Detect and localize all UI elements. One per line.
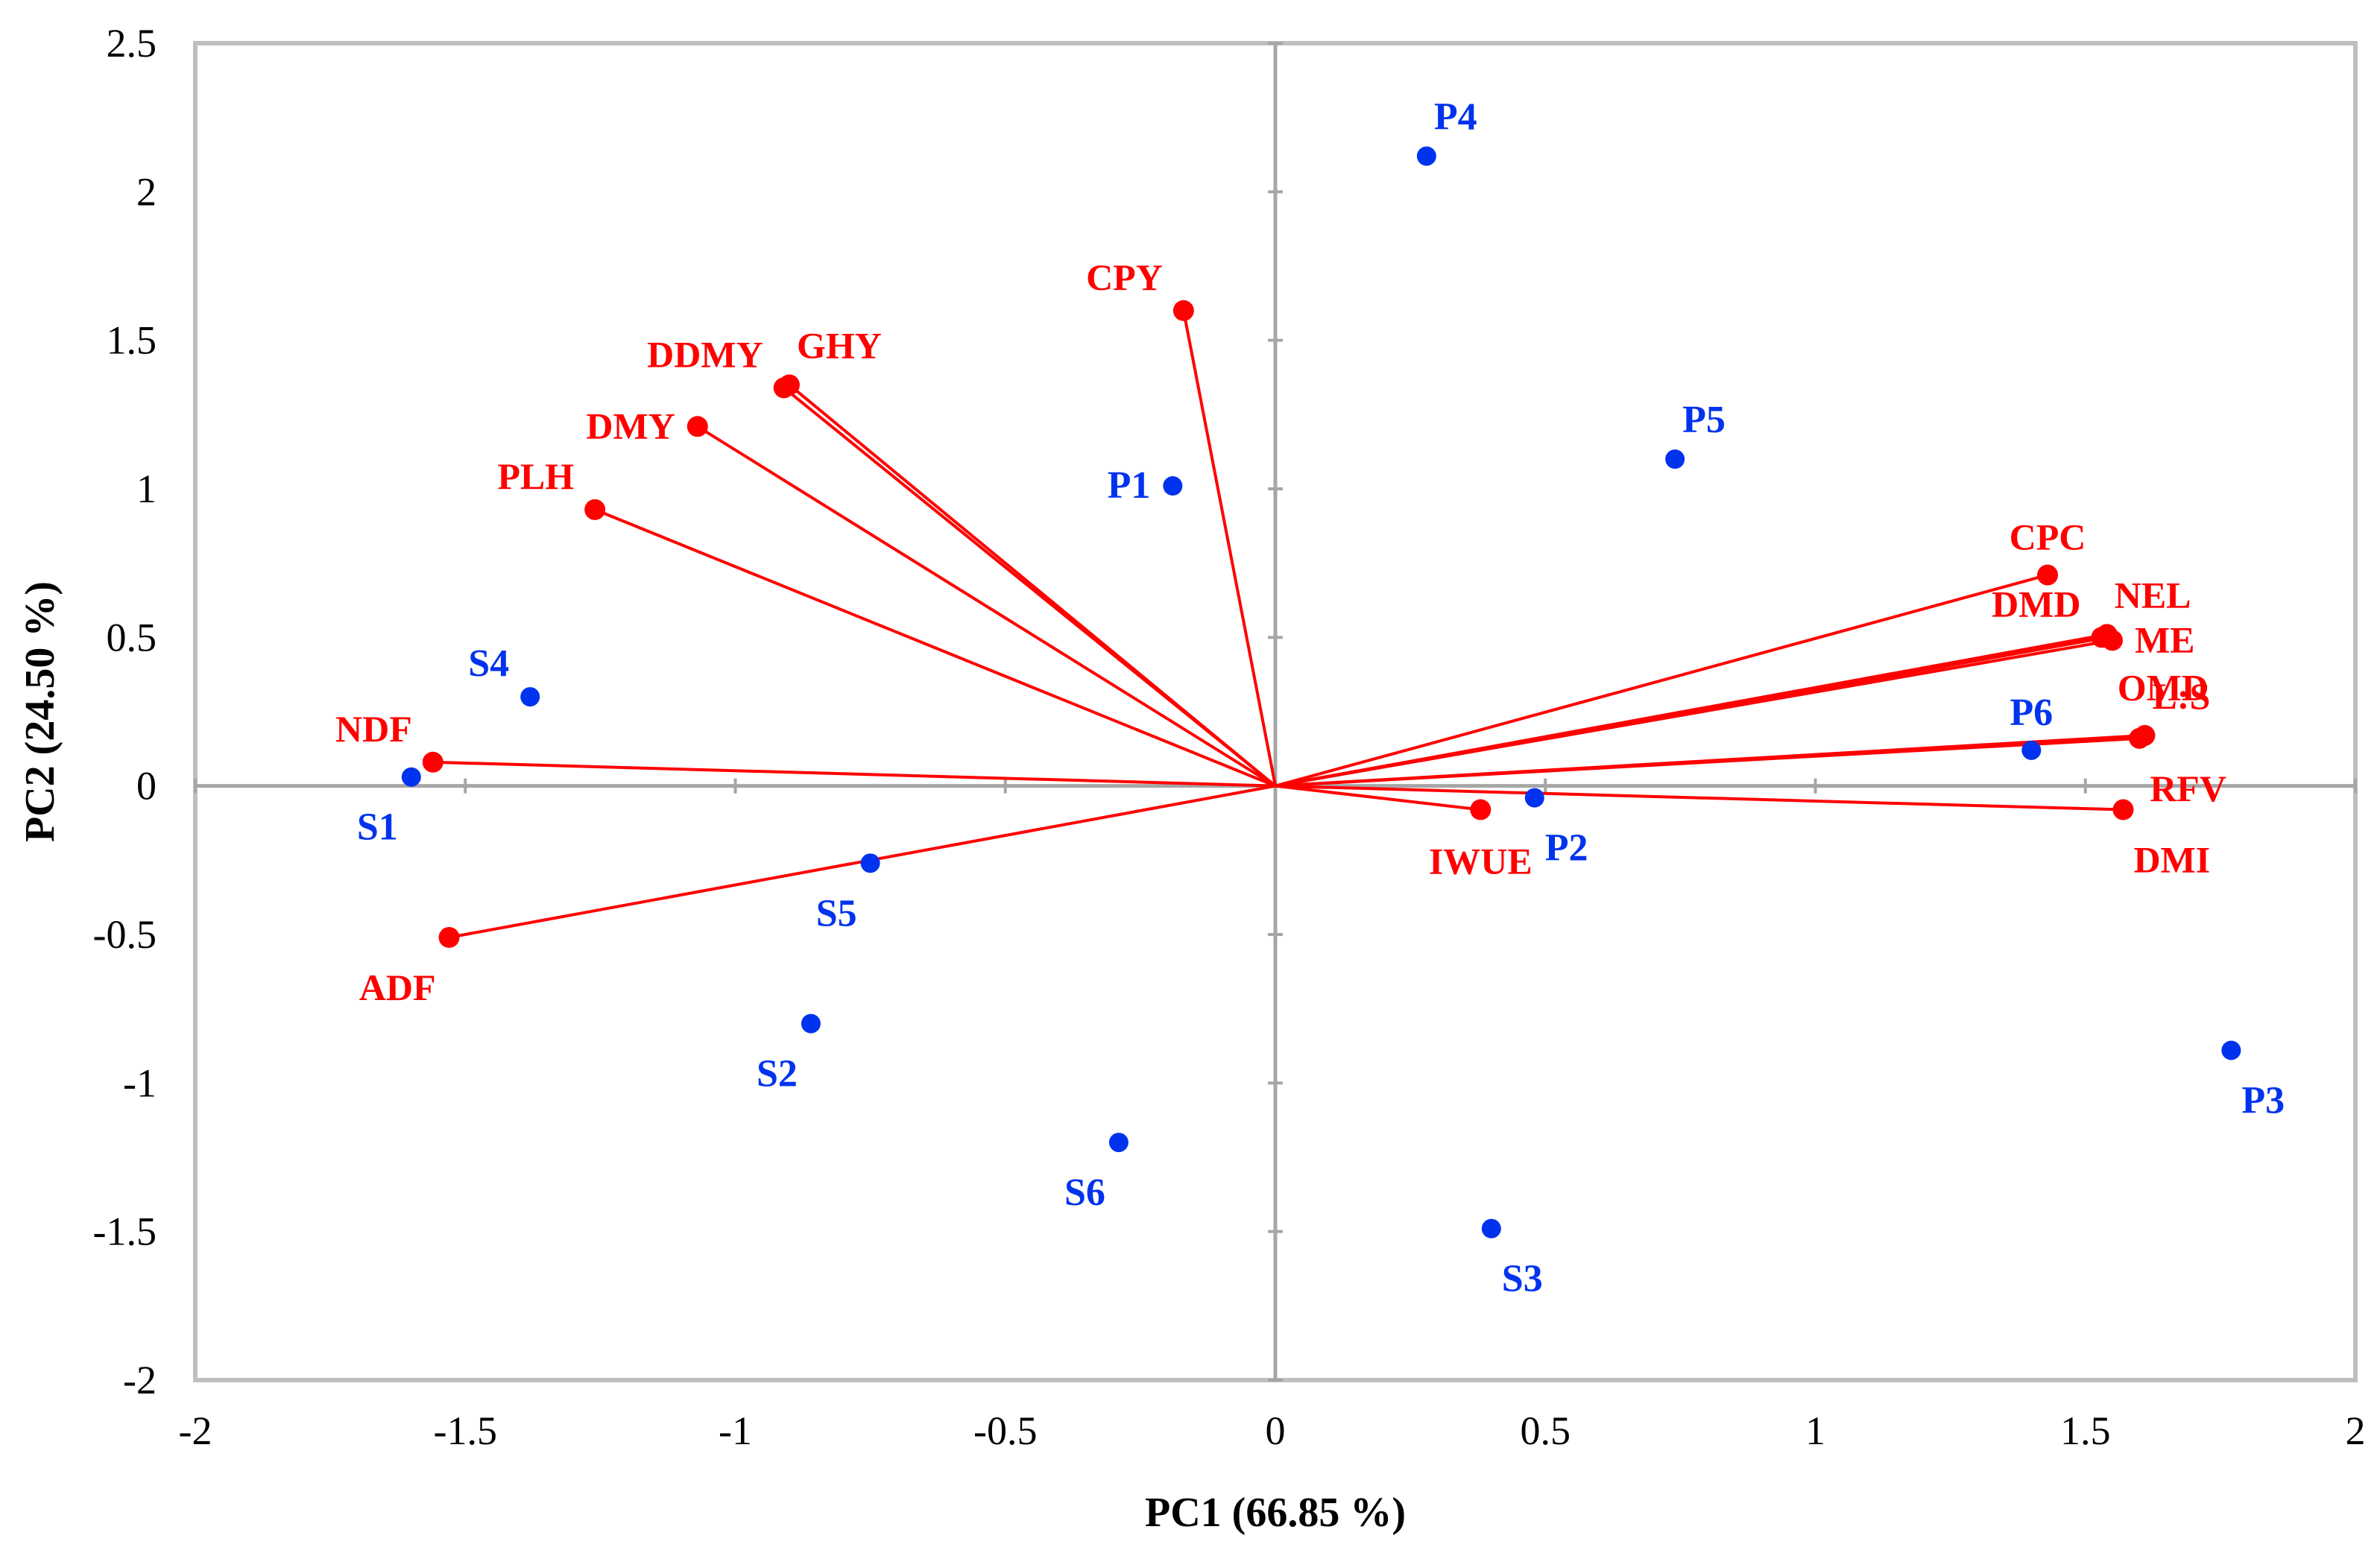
observation-label-p5: P5 (1682, 399, 1726, 441)
variable-point-cpy (1172, 300, 1194, 321)
observation-label-p4: P4 (1434, 95, 1477, 138)
observation-label-s6: S6 (1064, 1171, 1105, 1214)
observation-label-p3: P3 (2241, 1079, 2285, 1122)
y-tick-label: 2.5 (107, 21, 157, 66)
vector-rfv (1275, 736, 2140, 788)
variable-label-nel: NEL (2115, 574, 2191, 616)
x-tick-label: -1 (719, 1408, 752, 1453)
variable-label-plh: PLH (497, 455, 574, 497)
variable-point-adf (438, 926, 460, 948)
vector-cpc (1275, 573, 2048, 788)
y-tick-label: 0.5 (107, 615, 157, 659)
x-axis-title: PC1 (66.85 %) (1145, 1490, 1406, 1536)
observation-point-s4 (520, 687, 540, 707)
y-tick-label: -1.5 (93, 1209, 157, 1254)
vector-iwue (1275, 784, 1481, 812)
variable-label-cpy: CPY (1086, 256, 1163, 298)
x-tick-label: 1.5 (2060, 1408, 2111, 1453)
observation-point-p4 (1416, 146, 1436, 166)
variable-point-dmy (686, 416, 708, 437)
observation-point-p1 (1163, 476, 1183, 496)
axis-ticks (194, 42, 2357, 1382)
observation-label-s1: S1 (357, 806, 398, 849)
variable-label-ndf: NDF (335, 708, 412, 750)
observation-label-s5: S5 (816, 892, 857, 934)
variable-point-omd (2096, 627, 2118, 648)
x-tick-label: 2 (2346, 1408, 2366, 1453)
observation-point-s2 (801, 1013, 821, 1034)
observation-label-s4: S4 (468, 642, 509, 685)
observation-label-p2: P2 (1545, 827, 1588, 870)
variable-label-iwue: IWUE (1429, 841, 1533, 882)
variable-point-ndf (422, 751, 444, 773)
x-tick-label: 1 (1805, 1408, 1825, 1453)
y-tick-label: 2 (136, 169, 157, 214)
x-tick-label: -0.5 (973, 1408, 1037, 1453)
observation-label-s3: S3 (1502, 1258, 1543, 1300)
observation-label-s2: S2 (757, 1053, 798, 1095)
variable-point-iwue (1470, 799, 1492, 820)
variable-label-l-s: L:S (2152, 675, 2210, 717)
variable-point-dmi (2112, 799, 2134, 820)
observation-point-s5 (860, 853, 880, 873)
vector-cpy (1181, 310, 1277, 787)
variable-label-ddmy: DDMY (647, 333, 763, 375)
vector-dmi (1275, 784, 2124, 812)
variable-label-dmi: DMI (2133, 839, 2210, 881)
observation-label-p6: P6 (2010, 692, 2053, 734)
variable-vectors (432, 310, 2145, 939)
variable-point-rfv (2129, 727, 2150, 749)
observation-point-p3 (2221, 1040, 2241, 1060)
vector-omd (1275, 636, 2108, 788)
variable-point-cpc (2037, 564, 2059, 586)
variable-label-ghy: GHY (797, 324, 882, 366)
y-tick-label: -1 (123, 1060, 157, 1105)
vector-dmy (696, 425, 1277, 788)
variable-label-me: ME (2135, 619, 2195, 660)
y-tick-label: -2 (123, 1358, 157, 1402)
x-tick-label: -1.5 (434, 1408, 497, 1453)
observation-label-p1: P1 (1108, 464, 1151, 507)
variable-label-cpc: CPC (2010, 516, 2086, 558)
y-tick-label: 1.5 (107, 318, 157, 363)
y-tick-label: 0 (136, 764, 157, 809)
variable-point-plh (584, 499, 606, 520)
y-axis-title: PC2 (24.50 %) (17, 581, 63, 842)
vector-ddmy (783, 386, 1277, 788)
vector-plh (594, 508, 1276, 788)
vector-ndf (432, 760, 1276, 788)
observation-point-s3 (1481, 1218, 1501, 1239)
variable-point-ddmy (773, 377, 795, 399)
observation-point-p5 (1665, 449, 1685, 469)
x-tick-label: 0 (1266, 1408, 1286, 1453)
y-tick-label: -0.5 (93, 912, 157, 957)
observation-point-s1 (401, 767, 421, 787)
variable-label-omd: OMD (2118, 666, 2209, 708)
variable-label-dmd: DMD (1992, 583, 2080, 624)
x-tick-label: -2 (179, 1408, 212, 1453)
observation-point-s6 (1108, 1133, 1129, 1153)
variable-label-dmy: DMY (586, 405, 675, 446)
x-tick-label: 0.5 (1521, 1408, 1571, 1453)
observation-point-p6 (2021, 740, 2042, 760)
variable-label-rfv: RFV (2150, 768, 2226, 809)
tick-labels: -2 -1.5 -1 -0.5 0 0.5 1 1.5 2 -2 -1.5 -1 -0.5 0 0.5 1 1.… (93, 21, 2366, 1453)
y-tick-label: 1 (136, 466, 157, 511)
observation-point-p2 (1524, 788, 1544, 808)
data-points (401, 146, 2241, 1239)
variable-label-adf: ADF (359, 967, 436, 1008)
